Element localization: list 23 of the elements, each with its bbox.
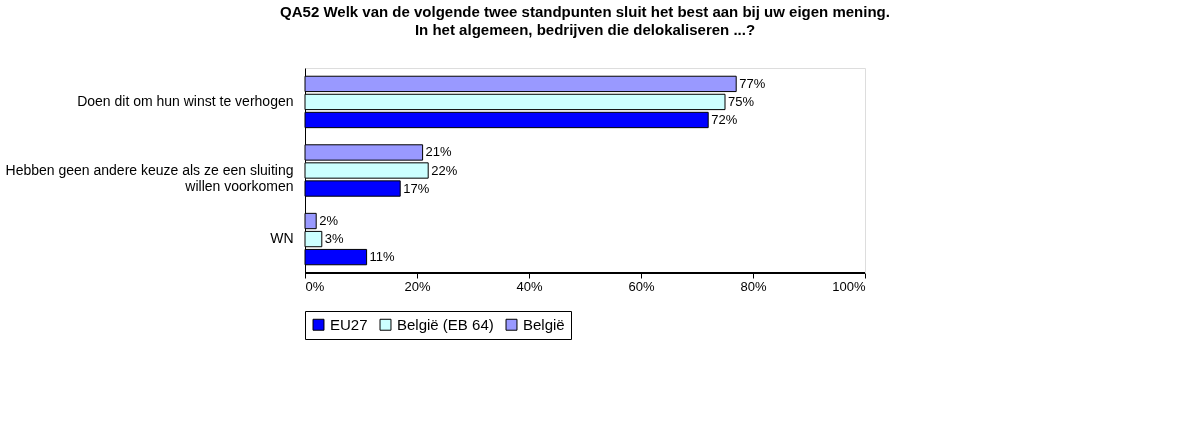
- data-label: 77%: [739, 75, 766, 91]
- data-label: 75%: [728, 93, 755, 109]
- y-tick-label: Hebben geen andere keuze als ze een sluiting willen voorkomen: [5, 161, 294, 194]
- legend-label: EU27: [330, 315, 368, 333]
- chart-title: QA52 Welk van de volgende twee standpunten sluit het best aan bij uw eigen mening.: [280, 3, 890, 20]
- x-tick-label: 60%: [628, 278, 655, 294]
- y-tick-label: WN: [270, 230, 294, 247]
- chart-subtitle: In het algemeen, bedrijven die delokaliseren ...?: [414, 21, 756, 38]
- data-label: 2%: [319, 213, 339, 229]
- x-tick-label: 80%: [740, 278, 767, 294]
- x-tick-label: 100%: [832, 278, 866, 294]
- legend-label: België: [523, 315, 565, 333]
- data-label: 3%: [324, 231, 345, 247]
- x-tick-label: 40%: [516, 278, 543, 294]
- data-label: 17%: [403, 180, 430, 196]
- data-label: 72%: [711, 111, 738, 127]
- y-tick-label: Doen dit om hun winst te verhogen: [77, 92, 294, 109]
- x-tick-label: 0%: [305, 278, 325, 294]
- data-label: 21%: [425, 144, 453, 160]
- x-tick-label: 20%: [404, 278, 431, 294]
- data-label: 11%: [369, 249, 396, 265]
- data-label: 22%: [431, 162, 458, 178]
- legend-label: België (EB 64): [397, 315, 494, 333]
